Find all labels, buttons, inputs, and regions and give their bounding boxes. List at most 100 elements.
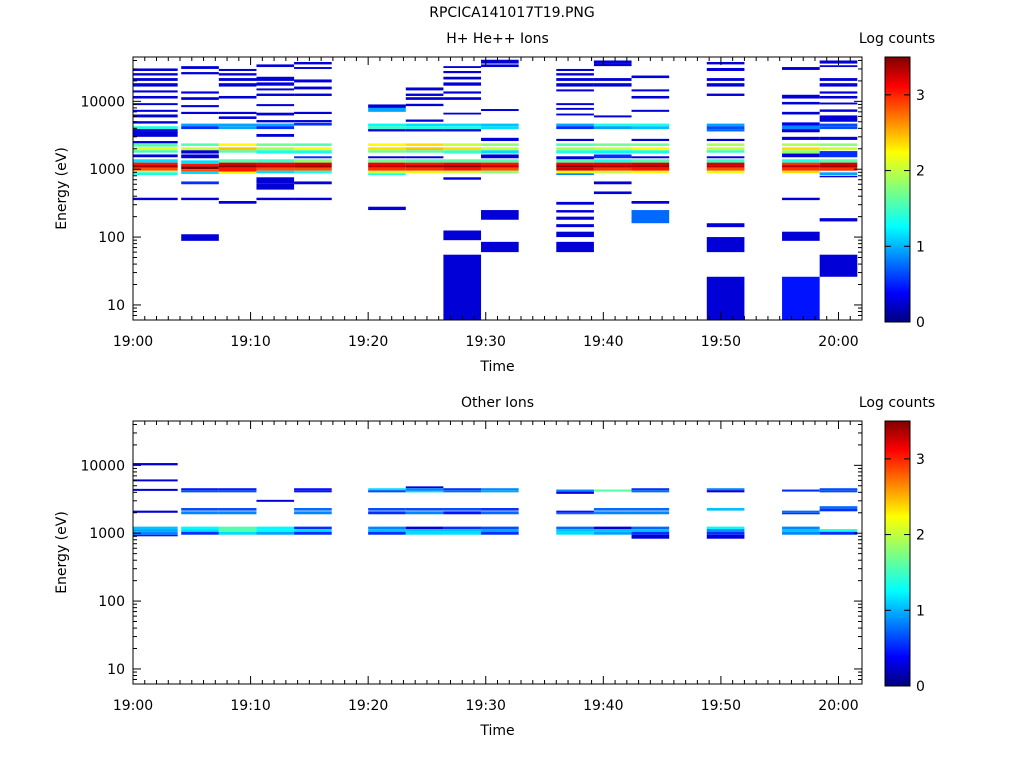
panel2-heatmap-cell (368, 529, 406, 532)
panel1-heatmap-cell (819, 115, 858, 122)
panel1-heatmap-cell (556, 162, 594, 166)
panel1-heatmap-cell (481, 241, 519, 253)
panel2-heatmap-cell (631, 529, 670, 532)
panel1-heatmap-cell (181, 150, 219, 154)
panel1-heatmap-cell (133, 170, 178, 173)
panel2-heatmap-cell (443, 508, 482, 511)
panel1-heatmap-cell (706, 276, 745, 320)
panel2-heatmap-cell (294, 531, 332, 535)
panel1-heatmap-cell (631, 138, 670, 142)
panel1-heatmap-cell (819, 126, 858, 130)
panel1-heatmap-cell (256, 112, 295, 116)
panel1-heatmap-cell (133, 83, 178, 87)
panel1-heatmap-cell (443, 147, 482, 151)
panel2-heatmap-cell (593, 529, 632, 532)
panel1-heatmap-cell (819, 109, 858, 112)
panel1-heatmap-cell (133, 167, 178, 171)
panel1-heatmap-cell (593, 150, 632, 154)
panel2-heatmap-cell (819, 508, 858, 512)
panel2-x-tick-label: 20:00 (818, 698, 858, 714)
panel1-heatmap-cell (218, 73, 257, 76)
panel1-heatmap-cell (133, 109, 178, 112)
panel2-heatmap-cell (133, 526, 178, 530)
panel1-title: H+ He++ Ions (446, 31, 549, 47)
panel2-heatmap-cell (706, 534, 745, 539)
panel1-heatmap-cell (405, 143, 444, 146)
panel1-heatmap-cell (256, 162, 295, 166)
panel1-heatmap-cell (294, 197, 332, 201)
panel1-heatmap-cell (819, 95, 858, 99)
panel1-heatmap-cell (181, 169, 219, 172)
panel2-y-tick-label: 100 (98, 594, 125, 610)
panel2-heatmap-cell (133, 488, 178, 491)
panel1-heatmap-cell (133, 131, 178, 137)
panel1-heatmap-cell (593, 115, 632, 118)
panel1-heatmap-cell (819, 78, 858, 81)
panel1-heatmap-cell (706, 138, 745, 142)
panel2-heatmap-cell (556, 526, 594, 530)
panel1-heatmap-cell (556, 143, 594, 146)
panel1-heatmap-cell (133, 150, 178, 153)
panel2-heatmap-cell (218, 488, 257, 491)
panel2-heatmap-cell (443, 526, 482, 530)
panel1-heatmap-cell (706, 78, 745, 81)
panel1-heatmap-cell (481, 123, 519, 127)
panel2-heatmap-cell (782, 531, 820, 535)
panel1-heatmap-cell (405, 156, 444, 159)
panel1-heatmap-cell (593, 143, 632, 146)
panel1-heatmap-cell (631, 95, 670, 99)
panel1-heatmap-cell (782, 153, 820, 158)
panel1-heatmap-cell (819, 123, 858, 127)
panel1-heatmap-cell (481, 143, 519, 146)
panel1-heatmap-cell (819, 167, 858, 171)
panel2-heatmap-cell (782, 529, 820, 532)
panel2-heatmap-cell (631, 531, 670, 535)
panel1-heatmap-cell (819, 159, 858, 163)
panel1-heatmap-cell (706, 123, 745, 127)
panel2-colorbar-tick-label: 0 (916, 679, 925, 695)
panel2-heatmap-cell (294, 508, 332, 511)
panel1-x-tick-label: 20:00 (818, 334, 858, 350)
panel1-heatmap-cell (405, 159, 444, 163)
panel1-heatmap-cell (593, 170, 632, 174)
panel1-heatmap-cell (368, 147, 406, 151)
panel1-heatmap-cell (368, 129, 406, 132)
panel1-heatmap-cell (819, 91, 858, 94)
panel1-heatmap-cell (556, 231, 594, 238)
panel1-heatmap-cell (443, 82, 482, 86)
panel1-heatmap-cell (631, 162, 670, 166)
panel1-heatmap-cell (133, 162, 178, 166)
panel1-heatmap-cell (294, 147, 332, 151)
panel1-heatmap-cell (294, 143, 332, 146)
panel1-heatmap-cell (556, 126, 594, 130)
panel2-heatmap-cell (481, 490, 519, 493)
panel1-heatmap-cell (782, 167, 820, 171)
panel1-heatmap-cell (443, 123, 482, 127)
panel1-heatmap-cell (294, 159, 332, 163)
panel2-heatmap-cell (556, 510, 594, 513)
panel2-x-tick-label: 19:40 (583, 698, 623, 714)
figure-title: RPCICA141017T19.PNG (429, 5, 595, 21)
panel1-heatmap-cell (556, 123, 594, 127)
panel1-heatmap-cell (133, 129, 178, 132)
panel1-heatmap-cell (819, 65, 858, 68)
panel1-heatmap-cell (443, 150, 482, 154)
panel1-heatmap-cell (443, 76, 482, 80)
panel2-heatmap-cell (593, 489, 632, 492)
panel1-heatmap-cell (256, 76, 295, 81)
panel1-heatmap-cell (706, 126, 745, 130)
panel2-heatmap-cell (405, 531, 444, 535)
panel1-colorbar-tick-label: 1 (916, 239, 925, 255)
panel1-x-tick-label: 19:00 (113, 334, 153, 350)
panel1-heatmap-cell (256, 120, 295, 123)
panel1-heatmap-cell (481, 150, 519, 154)
panel1-heatmap-cell (631, 210, 670, 224)
panel1-heatmap-cell (368, 173, 406, 176)
panel1-heatmap-cell (481, 167, 519, 171)
panel1-heatmap-cell (218, 83, 257, 87)
panel1-heatmap-cell (706, 61, 745, 65)
panel2-heatmap-cell (481, 529, 519, 532)
panel1-heatmap-cell (133, 141, 178, 144)
panel2-heatmap-cell (819, 531, 858, 535)
panel1-heatmap-cell (443, 177, 482, 180)
